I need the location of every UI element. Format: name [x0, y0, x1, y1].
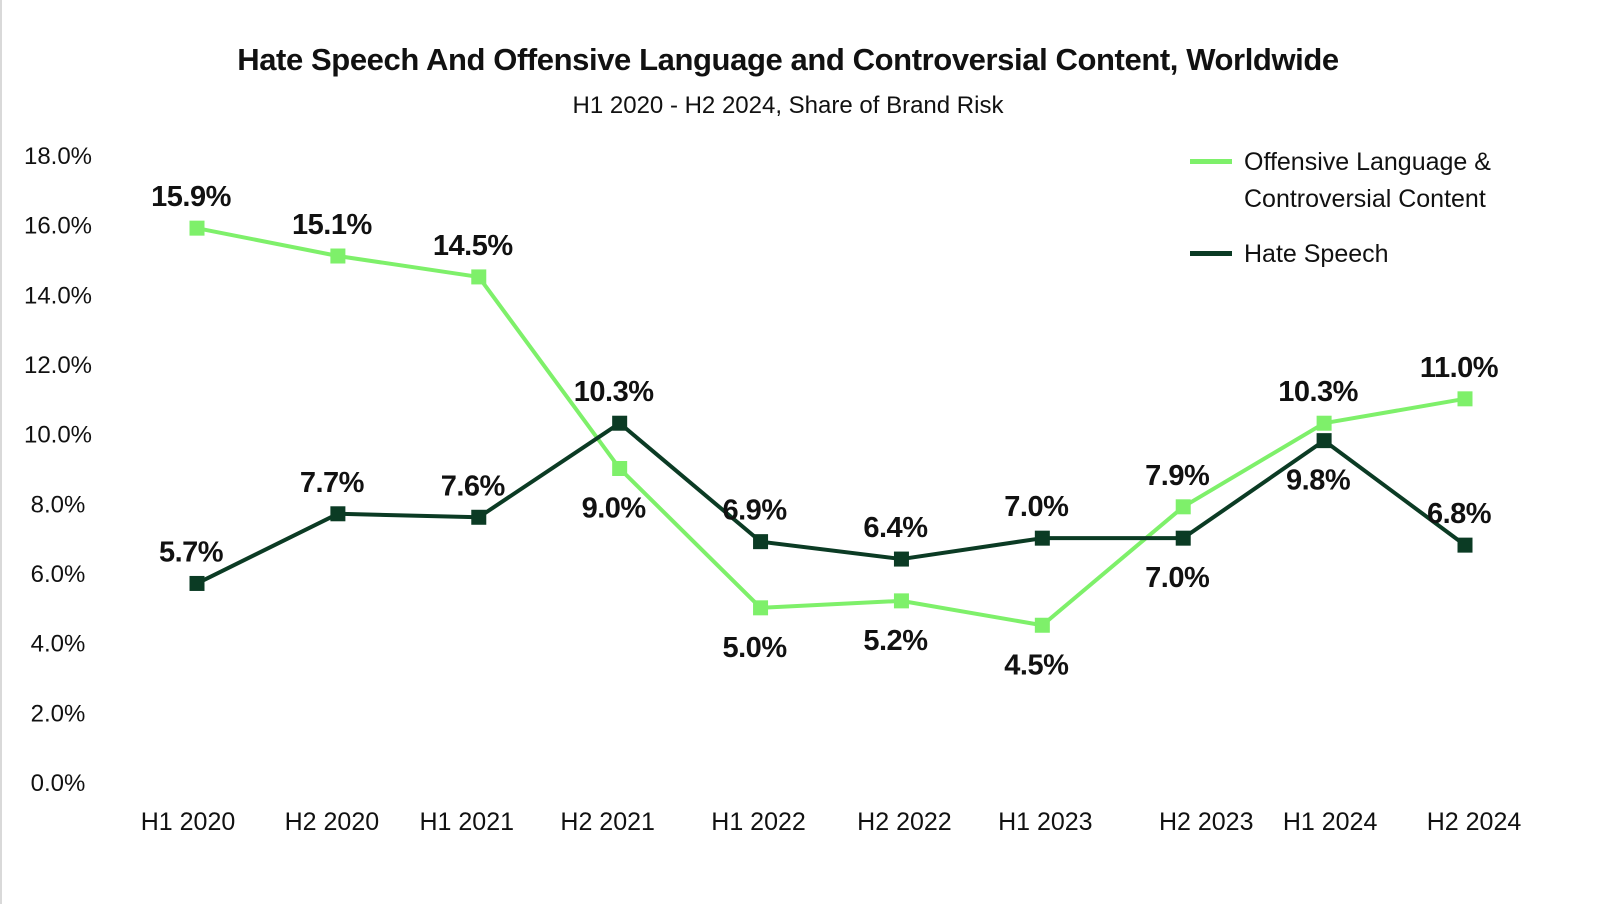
- x-tick-label: H1 2020: [141, 808, 236, 836]
- data-point-offensive-language: [330, 248, 346, 264]
- x-tick-label: H1 2023: [998, 808, 1093, 836]
- left-border: [0, 0, 2, 904]
- y-tick-label: 8.0%: [31, 491, 86, 518]
- legend-swatch-offensive-language: [1190, 159, 1232, 164]
- chart-subtitle: H1 2020 - H2 2024, Share of Brand Risk: [572, 92, 1004, 119]
- data-label-offensive-language: 5.2%: [863, 625, 928, 657]
- series-line-hate-speech: [196, 421, 1467, 586]
- data-point-hate-speech: [753, 534, 769, 550]
- data-label-offensive-language: 4.5%: [1004, 649, 1069, 681]
- data-label-offensive-language: 15.9%: [151, 181, 231, 213]
- data-label-hate-speech: 10.3%: [574, 376, 654, 408]
- legend-label-offensive-language: Offensive Language & Controversial Conte…: [1244, 148, 1491, 213]
- data-point-offensive-language: [1034, 617, 1050, 633]
- data-label-hate-speech: 9.8%: [1286, 465, 1351, 497]
- data-label-offensive-language: 9.0%: [582, 493, 647, 525]
- legend-swatch-hate-speech: [1190, 251, 1232, 256]
- x-tick-label: H2 2022: [857, 808, 952, 836]
- legend-item-offensive-language: Offensive Language & Controversial Conte…: [1190, 144, 1570, 218]
- data-point-hate-speech: [189, 575, 205, 591]
- y-tick-label: 18.0%: [24, 143, 92, 170]
- series-layer: [189, 220, 1473, 633]
- data-label-offensive-language: 15.1%: [292, 209, 372, 241]
- data-label-hate-speech: 7.0%: [1004, 491, 1069, 523]
- data-point-offensive-language: [893, 593, 909, 609]
- data-label-offensive-language: 10.3%: [1278, 376, 1358, 408]
- y-tick-label: 10.0%: [24, 422, 92, 449]
- data-point-offensive-language: [1457, 391, 1473, 407]
- y-tick-label: 12.0%: [24, 352, 92, 379]
- data-labels: 15.9% 15.1% 14.5% 9.0% 5.0% 5.2% 4.5% 7.9% 10.3%…: [151, 181, 1499, 681]
- data-point-offensive-language: [753, 600, 769, 616]
- data-point-offensive-language: [471, 269, 487, 285]
- series-hate-speech: [189, 415, 1473, 591]
- y-tick-label: 14.0%: [24, 282, 92, 309]
- data-label-hate-speech: 7.6%: [441, 470, 506, 502]
- x-tick-label: H2 2021: [560, 808, 655, 836]
- x-axis: H1 2020 H2 2020 H1 2021 H2 2021 H1 2022 H2 20…: [141, 808, 1522, 836]
- x-tick-label: H1 2022: [711, 808, 806, 836]
- data-label-hate-speech: 7.7%: [300, 467, 365, 499]
- series-offensive-language: [189, 220, 1473, 633]
- legend: Offensive Language & Controversial Conte…: [1190, 144, 1570, 291]
- y-tick-label: 6.0%: [31, 561, 86, 588]
- y-axis: 0.0% 2.0% 4.0% 6.0% 8.0% 10.0% 12.0% 14.0% 16.0%…: [24, 143, 92, 797]
- series-line-offensive-language: [196, 226, 1466, 628]
- y-tick-label: 0.0%: [31, 770, 86, 797]
- data-label-offensive-language: 7.9%: [1145, 460, 1210, 492]
- y-tick-label: 16.0%: [24, 213, 92, 240]
- data-label-hate-speech: 6.8%: [1427, 498, 1492, 530]
- x-tick-label: H2 2024: [1427, 808, 1522, 836]
- legend-item-hate-speech: Hate Speech: [1190, 236, 1570, 273]
- data-point-offensive-language: [612, 461, 628, 476]
- y-tick-label: 2.0%: [31, 700, 86, 727]
- x-tick-label: H1 2021: [420, 808, 515, 836]
- data-label-hate-speech: 7.0%: [1145, 562, 1210, 594]
- data-point-offensive-language: [1175, 499, 1191, 515]
- legend-label-hate-speech: Hate Speech: [1244, 240, 1389, 268]
- data-point-hate-speech: [1457, 537, 1473, 553]
- x-tick-label: H2 2020: [285, 808, 380, 836]
- data-point-hate-speech: [330, 506, 346, 522]
- data-label-offensive-language: 14.5%: [433, 230, 513, 262]
- data-label-hate-speech: 6.9%: [723, 495, 788, 527]
- data-point-hate-speech: [893, 551, 909, 567]
- data-point-hate-speech: [471, 509, 487, 525]
- data-point-hate-speech: [1175, 530, 1191, 546]
- x-tick-label: H1 2024: [1283, 808, 1378, 836]
- data-label-hate-speech: 6.4%: [863, 512, 928, 544]
- data-point-hate-speech: [1034, 530, 1050, 546]
- data-point-hate-speech: [612, 415, 628, 431]
- data-point-offensive-language: [189, 220, 205, 236]
- data-point-hate-speech: [1316, 433, 1332, 449]
- chart-title: Hate Speech And Offensive Language and C…: [237, 42, 1339, 77]
- data-label-hate-speech: 5.7%: [159, 536, 224, 568]
- data-point-offensive-language: [1316, 415, 1332, 431]
- y-tick-label: 4.0%: [31, 631, 86, 658]
- x-tick-label: H2 2023: [1159, 808, 1254, 836]
- data-label-offensive-language: 11.0%: [1420, 352, 1499, 384]
- data-label-offensive-language: 5.0%: [723, 632, 788, 664]
